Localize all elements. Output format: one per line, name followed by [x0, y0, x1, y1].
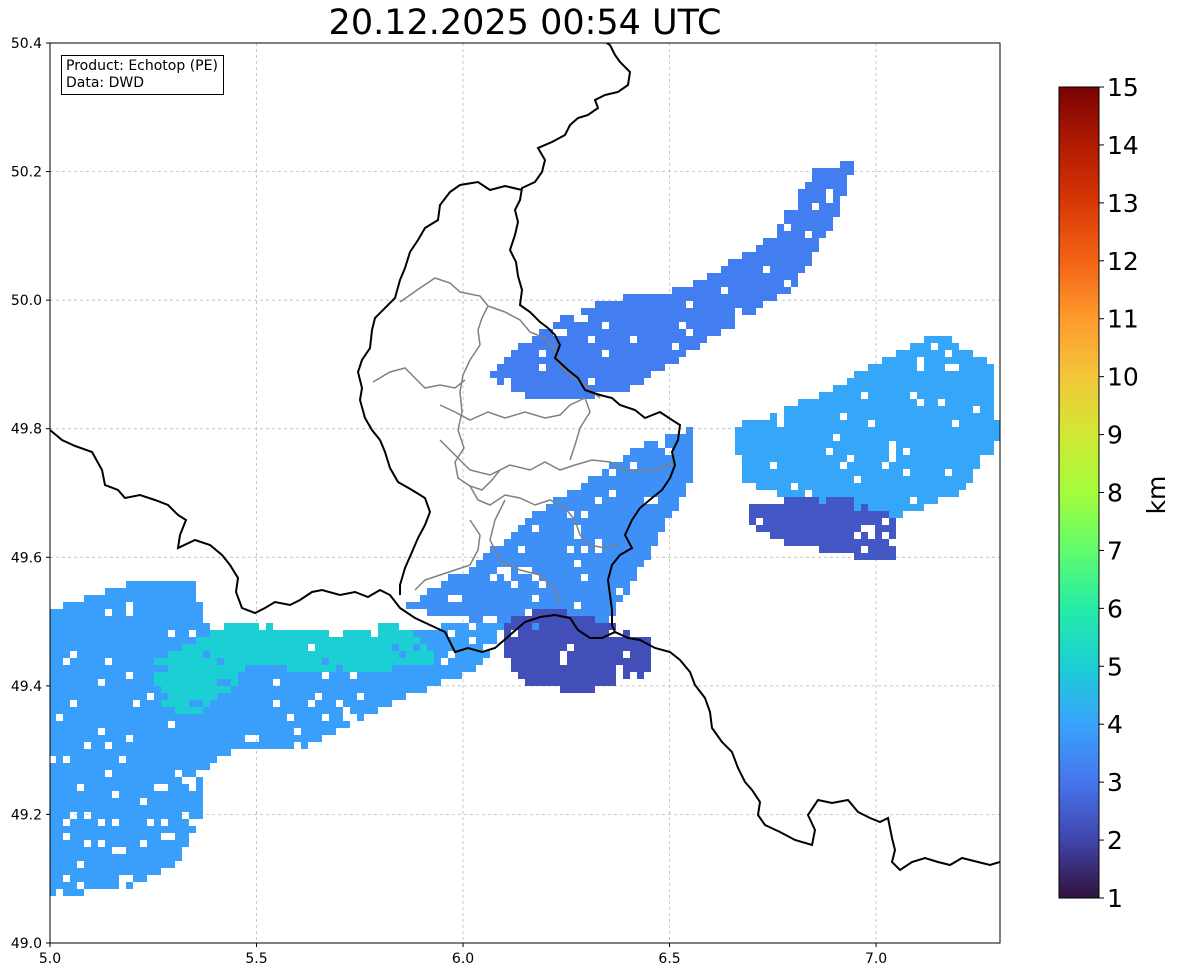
echo-cells	[490, 161, 854, 399]
colorbar-tick-label: 9	[1107, 421, 1123, 450]
echo-region-central-band	[406, 427, 693, 637]
colorbar-tick-label: 2	[1107, 826, 1123, 855]
y-tick-label: 49.4	[11, 679, 42, 695]
colorbar-tick-label: 11	[1107, 305, 1139, 334]
colorbar-tick-label: 4	[1107, 710, 1123, 739]
echo-cells	[735, 336, 1000, 525]
y-tick-label: 49.6	[11, 550, 42, 566]
echo-cells	[749, 497, 896, 560]
colorbar-tick-label: 15	[1107, 73, 1139, 102]
y-tick-label: 50.0	[11, 293, 42, 309]
colorbar-tick-label: 5	[1107, 652, 1123, 681]
map-title: 20.12.2025 00:54 UTC	[328, 3, 722, 43]
echo-cells	[154, 623, 434, 714]
plot-area: 5.0 5.5 6.0 6.5 7.0 49.0 49.2 49.4 49.6 49.8 50.0…	[11, 36, 1001, 967]
x-axis-ticks: 5.0 5.5 6.0 6.5 7.0	[39, 943, 887, 967]
admin-border-lines	[372, 277, 676, 606]
colorbar-tick-label: 3	[1107, 768, 1123, 797]
echo-cells	[406, 427, 693, 637]
echo-region-east-core	[749, 497, 896, 560]
y-tick-label: 50.2	[11, 165, 42, 181]
product-label: Product: Echotop (PE)	[66, 58, 218, 74]
x-tick-label: 7.0	[865, 951, 887, 967]
info-box: Product: Echotop (PE) Data: DWD	[61, 55, 224, 95]
colorbar-tick-label: 1	[1107, 884, 1123, 913]
y-tick-label: 49.8	[11, 422, 42, 438]
x-tick-label: 6.5	[658, 951, 680, 967]
y-tick-label: 49.2	[11, 807, 42, 823]
x-tick-label: 5.0	[39, 951, 61, 967]
y-axis-ticks: 49.0 49.2 49.4 49.6 49.8 50.0 50.2 50.4	[11, 36, 50, 952]
x-tick-label: 5.5	[245, 951, 267, 967]
colorbar-tick-label: 12	[1107, 247, 1139, 276]
colorbar-tick-label: 8	[1107, 479, 1123, 508]
y-tick-label: 49.0	[11, 936, 42, 952]
x-tick-label: 6.0	[452, 951, 474, 967]
echo-region-central-southwest-core	[154, 623, 434, 714]
echotop-field	[50, 161, 1000, 896]
country-border-lines	[50, 43, 1000, 872]
colorbar-unit-label: km	[1142, 476, 1171, 515]
colorbar-tick-label: 10	[1107, 363, 1139, 392]
y-tick-label: 50.4	[11, 36, 42, 52]
colorbar-tick-label: 14	[1107, 131, 1139, 160]
borders	[50, 43, 1000, 872]
echo-region-north-band	[490, 161, 854, 399]
colorbar-tick-label: 6	[1107, 594, 1123, 623]
data-source-label: Data: DWD	[66, 75, 144, 91]
plot-frame	[49, 42, 1001, 944]
colorbar-tick-label: 13	[1107, 189, 1139, 218]
colorbar-tick-label: 7	[1107, 536, 1123, 565]
echo-region-east-band	[735, 336, 1000, 525]
colorbar-gradient	[1058, 86, 1100, 899]
